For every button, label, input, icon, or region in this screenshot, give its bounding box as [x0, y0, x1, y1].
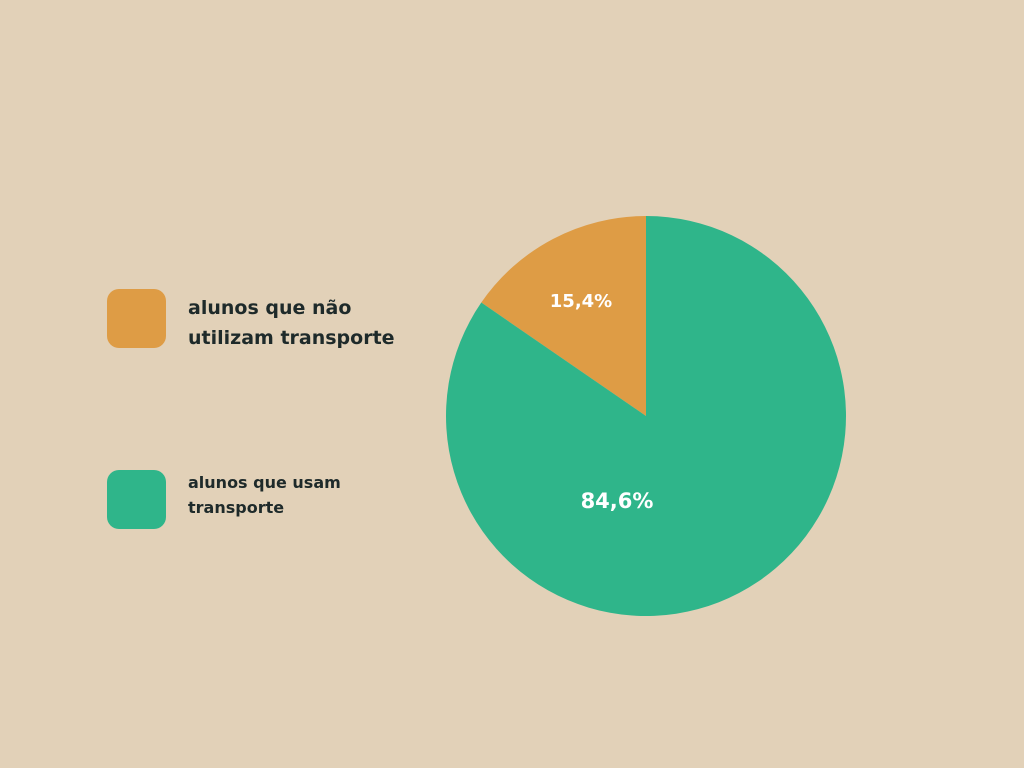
- pie-slice-label-1: 84,6%: [581, 489, 654, 513]
- legend-swatch-nao-utilizam: [107, 289, 166, 348]
- pie-slice-0: [481, 216, 646, 416]
- pie-slice-label-0: 15,4%: [550, 291, 612, 312]
- legend-label-usam: alunos que usam transporte: [188, 473, 341, 517]
- legend-swatch-usam: [107, 470, 166, 529]
- legend-label-nao-utilizam: alunos que não utilizam transporte: [188, 297, 395, 349]
- pie-slice-1: [446, 215, 846, 617]
